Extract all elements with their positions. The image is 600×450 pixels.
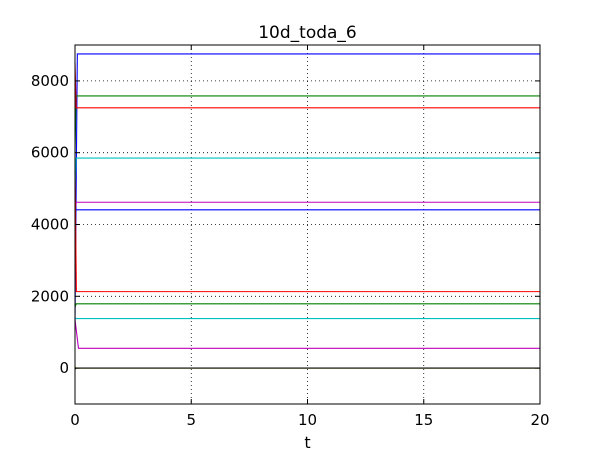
y-tick-label: 2000 xyxy=(31,287,69,305)
y-tick-label: 6000 xyxy=(31,144,69,162)
y-tick-label: 0 xyxy=(59,359,69,377)
x-tick-label: 10 xyxy=(298,411,317,429)
x-axis-label: t xyxy=(304,433,310,450)
x-tick-label: 0 xyxy=(70,411,80,429)
series-line-10 xyxy=(74,319,540,349)
y-tick-label: 8000 xyxy=(31,72,69,90)
x-tick-label: 15 xyxy=(414,411,433,429)
x-tick-label: 5 xyxy=(186,411,196,429)
chart-title: 10d_toda_6 xyxy=(258,23,357,43)
ticks: 0 5 10 15 20 0 2000 4000 6000 8000 xyxy=(31,45,550,429)
y-tick-label: 4000 xyxy=(31,216,69,234)
x-tick-label: 20 xyxy=(530,411,549,429)
